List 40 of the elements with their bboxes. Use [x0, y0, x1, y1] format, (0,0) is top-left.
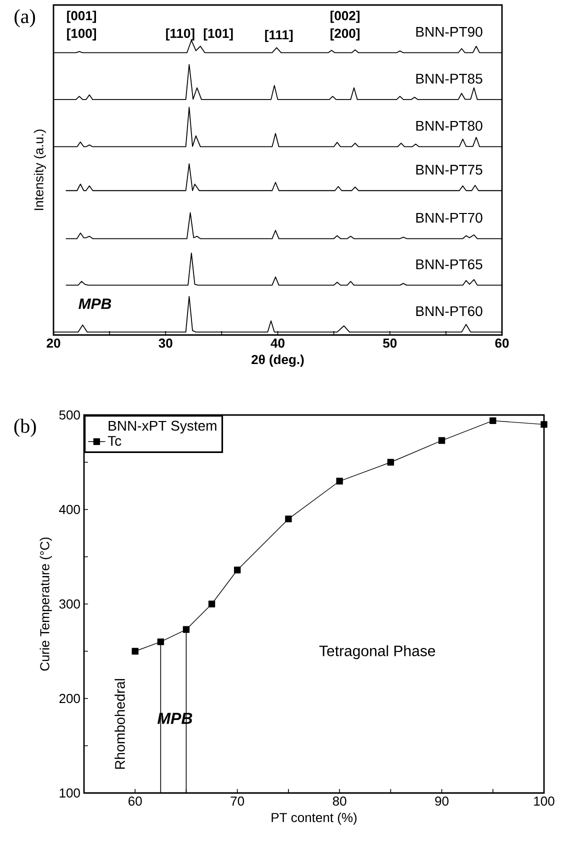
- annotation: Tetragonal Phase: [319, 645, 436, 660]
- x-tick-label: 30: [158, 338, 172, 348]
- series-label: BNN-PT80: [416, 120, 482, 131]
- y-tick-label: 300: [59, 599, 80, 609]
- series-label: BNN-PT65: [416, 259, 482, 270]
- annotation: Rhombohedral: [114, 679, 125, 769]
- y-tick-label: 100: [60, 788, 80, 798]
- legend-label: Tc: [108, 436, 122, 446]
- annotation: [110]: [166, 28, 194, 41]
- annotation: MPB: [78, 298, 112, 309]
- text: [002]: [330, 10, 360, 23]
- annotation: [200]: [330, 28, 360, 41]
- x-tick-label: 80: [332, 796, 346, 806]
- x-tick-label: 70: [230, 796, 244, 806]
- text: (a): [14, 9, 36, 28]
- x-tick-label: 60: [495, 338, 509, 348]
- annotation: [100]: [67, 28, 96, 41]
- y-tick-label: 200: [59, 694, 80, 704]
- series-label: BNN-PT85: [416, 74, 482, 84]
- annotation: [101]: [204, 28, 233, 41]
- x-axis-title: PT content (%): [272, 812, 357, 825]
- x-tick-label: 40: [270, 338, 284, 348]
- series-label: BNN-PT75: [416, 164, 482, 175]
- y-tick-label: 400: [59, 504, 80, 514]
- text: (b): [14, 418, 36, 437]
- y-axis-title: Intensity (a.u.): [34, 130, 46, 210]
- x-tick-label: 60: [128, 796, 142, 806]
- text: [001]: [67, 10, 96, 23]
- x-tick-label: 20: [46, 338, 60, 348]
- x-tick-label: 50: [383, 338, 397, 348]
- x-tick-label: 100: [534, 796, 554, 806]
- annotation: [111]: [265, 30, 293, 42]
- x-axis-title: 2θ (deg.): [252, 354, 304, 367]
- legend-title: BNN-xPT System: [108, 420, 216, 434]
- series-label: BNN-PT60: [416, 306, 482, 316]
- series-label: BNN-PT90: [416, 26, 482, 37]
- x-tick-label: 90: [435, 796, 449, 806]
- y-axis-title: Curie Temperature (°C): [40, 538, 52, 671]
- y-tick-label: 500: [59, 410, 80, 420]
- series-label: BNN-PT70: [416, 212, 482, 223]
